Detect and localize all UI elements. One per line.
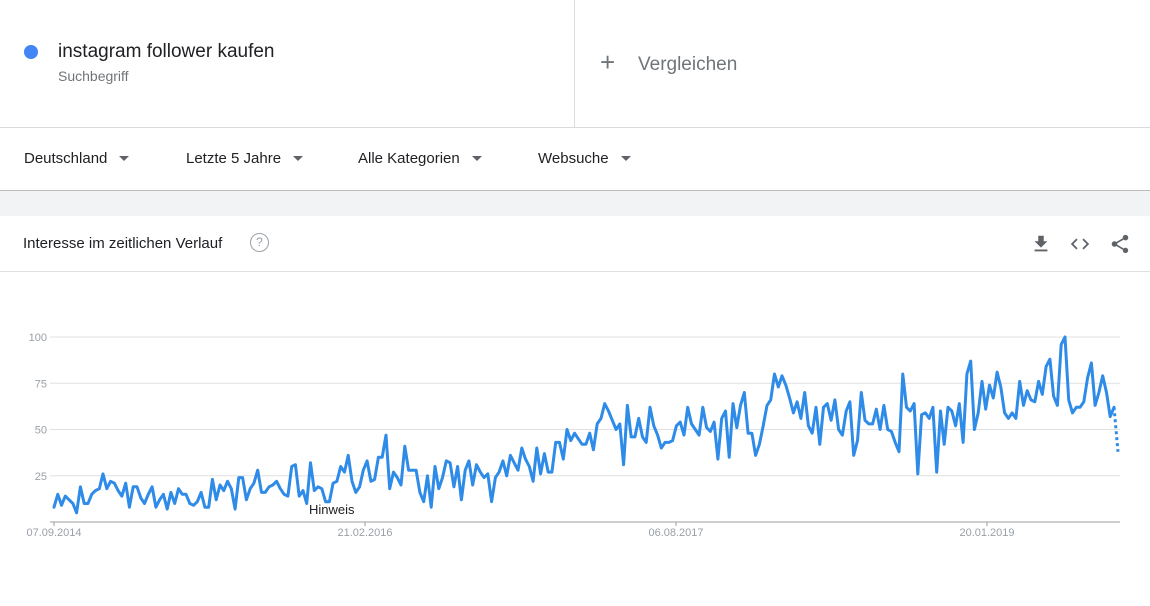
y-tick-label: 25 <box>35 471 47 483</box>
share-icon[interactable] <box>1109 233 1131 255</box>
plus-icon: + <box>600 47 616 77</box>
chart-note-hinweis[interactable]: Hinweis <box>309 502 355 517</box>
x-tick-label: 07.09.2014 <box>26 527 81 539</box>
category-dropdown[interactable]: Alle Kategorien <box>358 150 482 167</box>
y-tick-label: 50 <box>35 425 47 437</box>
download-icon[interactable] <box>1030 233 1052 255</box>
chevron-down-icon <box>119 155 130 161</box>
series-partial-line <box>1112 407 1120 452</box>
line-chart: 25 50 75 100 07.09.2014 21.02.2016 06.08.2017… <box>26 332 1120 539</box>
card-title: Interesse im zeitlichen Verlauf <box>23 235 223 252</box>
category-label: Alle Kategorien <box>358 150 460 167</box>
chevron-down-icon <box>471 155 482 161</box>
series-color-dot <box>24 45 38 59</box>
search-type-label: Websuche <box>538 150 609 167</box>
time-range-label: Letzte 5 Jahre <box>186 150 282 167</box>
region-dropdown[interactable]: Deutschland <box>24 150 130 167</box>
filter-bar: Deutschland Letzte 5 Jahre Alle Kategori… <box>0 128 1150 191</box>
chevron-down-icon <box>620 155 631 161</box>
embed-code-icon[interactable] <box>1069 233 1091 255</box>
interest-over-time-header: Interesse im zeitlichen Verlauf ? <box>0 216 1150 272</box>
help-icon[interactable]: ? <box>250 233 269 252</box>
x-axis-labels: 07.09.2014 21.02.2016 06.08.2017 20.01.2019 <box>26 522 1015 539</box>
compare-label: Vergleichen <box>638 54 738 75</box>
region-label: Deutschland <box>24 150 108 167</box>
search-term-name: instagram follower kaufen <box>58 41 275 62</box>
x-tick-label: 20.01.2019 <box>959 527 1014 539</box>
x-tick-label: 06.08.2017 <box>648 527 703 539</box>
time-range-dropdown[interactable]: Letzte 5 Jahre <box>186 150 304 167</box>
search-term-header: instagram follower kaufen Suchbegriff + … <box>0 0 1150 128</box>
interest-chart: 25 50 75 100 07.09.2014 21.02.2016 06.08.2017… <box>0 272 1150 606</box>
y-tick-label: 100 <box>29 332 47 344</box>
y-tick-label: 75 <box>35 378 47 390</box>
chevron-down-icon <box>293 155 304 161</box>
y-axis-labels: 25 50 75 100 <box>29 332 47 483</box>
compare-button[interactable]: + Vergleichen <box>575 0 1150 127</box>
search-term-card[interactable]: instagram follower kaufen Suchbegriff <box>0 0 575 127</box>
search-term-type: Suchbegriff <box>58 68 129 84</box>
series-line <box>52 335 1116 515</box>
x-tick-label: 21.02.2016 <box>337 527 392 539</box>
section-divider <box>0 191 1150 216</box>
search-type-dropdown[interactable]: Websuche <box>538 150 631 167</box>
